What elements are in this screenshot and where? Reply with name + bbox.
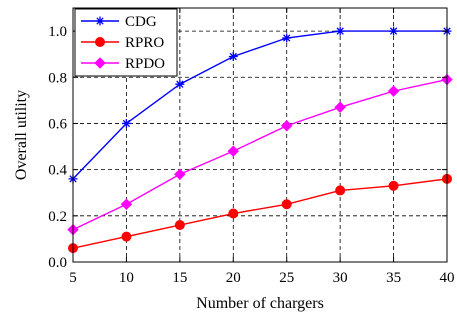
data-point [94, 57, 106, 69]
data-point [388, 180, 399, 191]
legend-item-cdg: CDG [81, 14, 157, 30]
data-point [281, 120, 293, 132]
y-tick-label: 0.0 [48, 255, 67, 271]
x-tick-label: 40 [440, 270, 455, 286]
x-tick-label: 20 [226, 270, 241, 286]
y-tick-label: 0.4 [48, 163, 67, 179]
x-tick-label: 25 [279, 270, 294, 286]
legend-label: RPDO [125, 56, 165, 72]
data-point [121, 231, 132, 242]
x-tick-label: 5 [69, 270, 77, 286]
data-point [121, 118, 131, 128]
data-point [389, 26, 399, 36]
legend-item-rpro: RPRO [81, 35, 164, 51]
plot-frame [72, 7, 448, 263]
data-point [174, 220, 185, 231]
series-line [72, 30, 447, 180]
y-tick-label: 0.2 [48, 209, 67, 225]
data-point [120, 198, 133, 210]
x-tick-label: 30 [333, 270, 348, 286]
series-cdg [68, 26, 452, 184]
x-axis-title: Number of chargers [196, 295, 324, 312]
grid [73, 8, 447, 262]
y-tick-label: 1.0 [48, 24, 67, 40]
axis-ticks: 5 10 15 20 25 30 35 40 0.0 0.2 0.4 0.6 0.8 1.0 [48, 8, 455, 286]
series-rpdo [67, 73, 453, 236]
legend: CDG RPRO RPDO [74, 8, 178, 77]
data-point [387, 85, 400, 97]
legend-label: CDG [125, 14, 157, 30]
series-line [72, 78, 448, 231]
data-point [281, 199, 292, 210]
x-tick-label: 35 [386, 270, 401, 286]
data-point [282, 33, 292, 43]
data-point [227, 145, 239, 157]
data-point [228, 51, 238, 61]
x-tick-label: 10 [119, 270, 134, 286]
series-line [72, 178, 448, 249]
data-point [95, 16, 105, 26]
data-point [174, 168, 186, 180]
data-point [335, 185, 346, 196]
y-axis-title: Overall utility [13, 90, 30, 180]
data-point [228, 208, 239, 219]
x-tick-label: 15 [172, 270, 187, 286]
data-point [95, 37, 105, 47]
legend-label: RPRO [125, 35, 164, 51]
data-point [175, 79, 185, 89]
y-tick-label: 0.8 [48, 70, 67, 86]
legend-item-rpdo: RPDO [81, 56, 165, 72]
data-point [334, 101, 346, 113]
y-tick-label: 0.6 [48, 116, 67, 132]
series-rpro [68, 173, 452, 254]
data-point [335, 26, 345, 36]
